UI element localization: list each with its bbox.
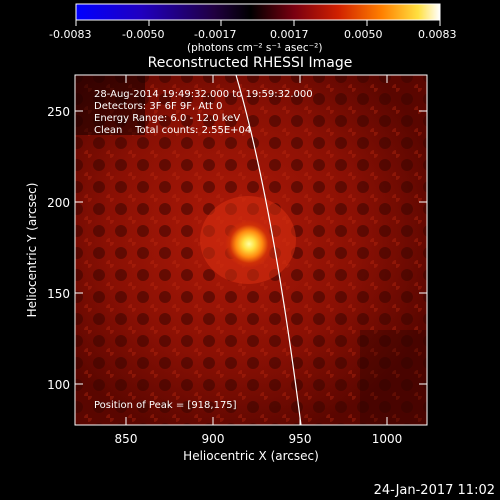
y-tick-label: 250 <box>47 105 70 119</box>
colorbar-tick-label: -0.0050 <box>122 28 164 41</box>
footer-timestamp: 24-Jan-2017 11:02 <box>374 483 495 498</box>
colorbar-gradient <box>75 3 441 21</box>
x-axis-label: Heliocentric X (arcsec) <box>183 449 319 463</box>
colorbar-tick-label: -0.0017 <box>194 28 236 41</box>
flare-source <box>225 220 273 268</box>
x-tick-label: 950 <box>289 432 312 446</box>
colorbar-ticks <box>75 20 441 26</box>
x-tick-label: 1000 <box>372 432 403 446</box>
colorbar: -0.0083 -0.0050 -0.0017 0.0017 0.0050 0.… <box>49 3 457 54</box>
y-tick-label: 200 <box>47 196 70 210</box>
solar-limb-line <box>235 75 302 425</box>
x-tick-label: 850 <box>115 432 138 446</box>
colorbar-units-label: (photons cm⁻² s⁻¹ asec⁻²) <box>187 42 322 54</box>
y-axis-label: Heliocentric Y (arcsec) <box>25 183 39 318</box>
info-time-range: 28-Aug-2014 19:49:32.000 to 19:59:32.000 <box>94 89 313 100</box>
image-dark-corner-bottom-right <box>360 330 427 425</box>
x-axis-ticks <box>125 75 388 425</box>
y-tick-label: 100 <box>47 378 70 392</box>
y-tick-label: 150 <box>47 287 70 301</box>
colorbar-tick-label: -0.0083 <box>49 28 91 41</box>
y-axis-ticks <box>75 110 427 385</box>
peak-position-text: Position of Peak = [918,175] <box>94 400 237 411</box>
colorbar-tick-label: 0.0050 <box>344 28 383 41</box>
image-dark-corner-top-left <box>75 75 145 135</box>
plot-title: Reconstructed RHESSI Image <box>148 55 353 71</box>
info-energy-range: Energy Range: 6.0 - 12.0 keV <box>94 113 240 124</box>
rhessi-image <box>75 75 427 425</box>
colorbar-tick-label: 0.0083 <box>418 28 457 41</box>
colorbar-tick-label: 0.0017 <box>270 28 309 41</box>
plot-frame <box>74 74 428 426</box>
info-clean-counts: Clean Total counts: 2.55E+04 <box>94 125 251 136</box>
info-detectors: Detectors: 3F 6F 9F, Att 0 <box>94 101 222 112</box>
x-tick-label: 900 <box>202 432 225 446</box>
